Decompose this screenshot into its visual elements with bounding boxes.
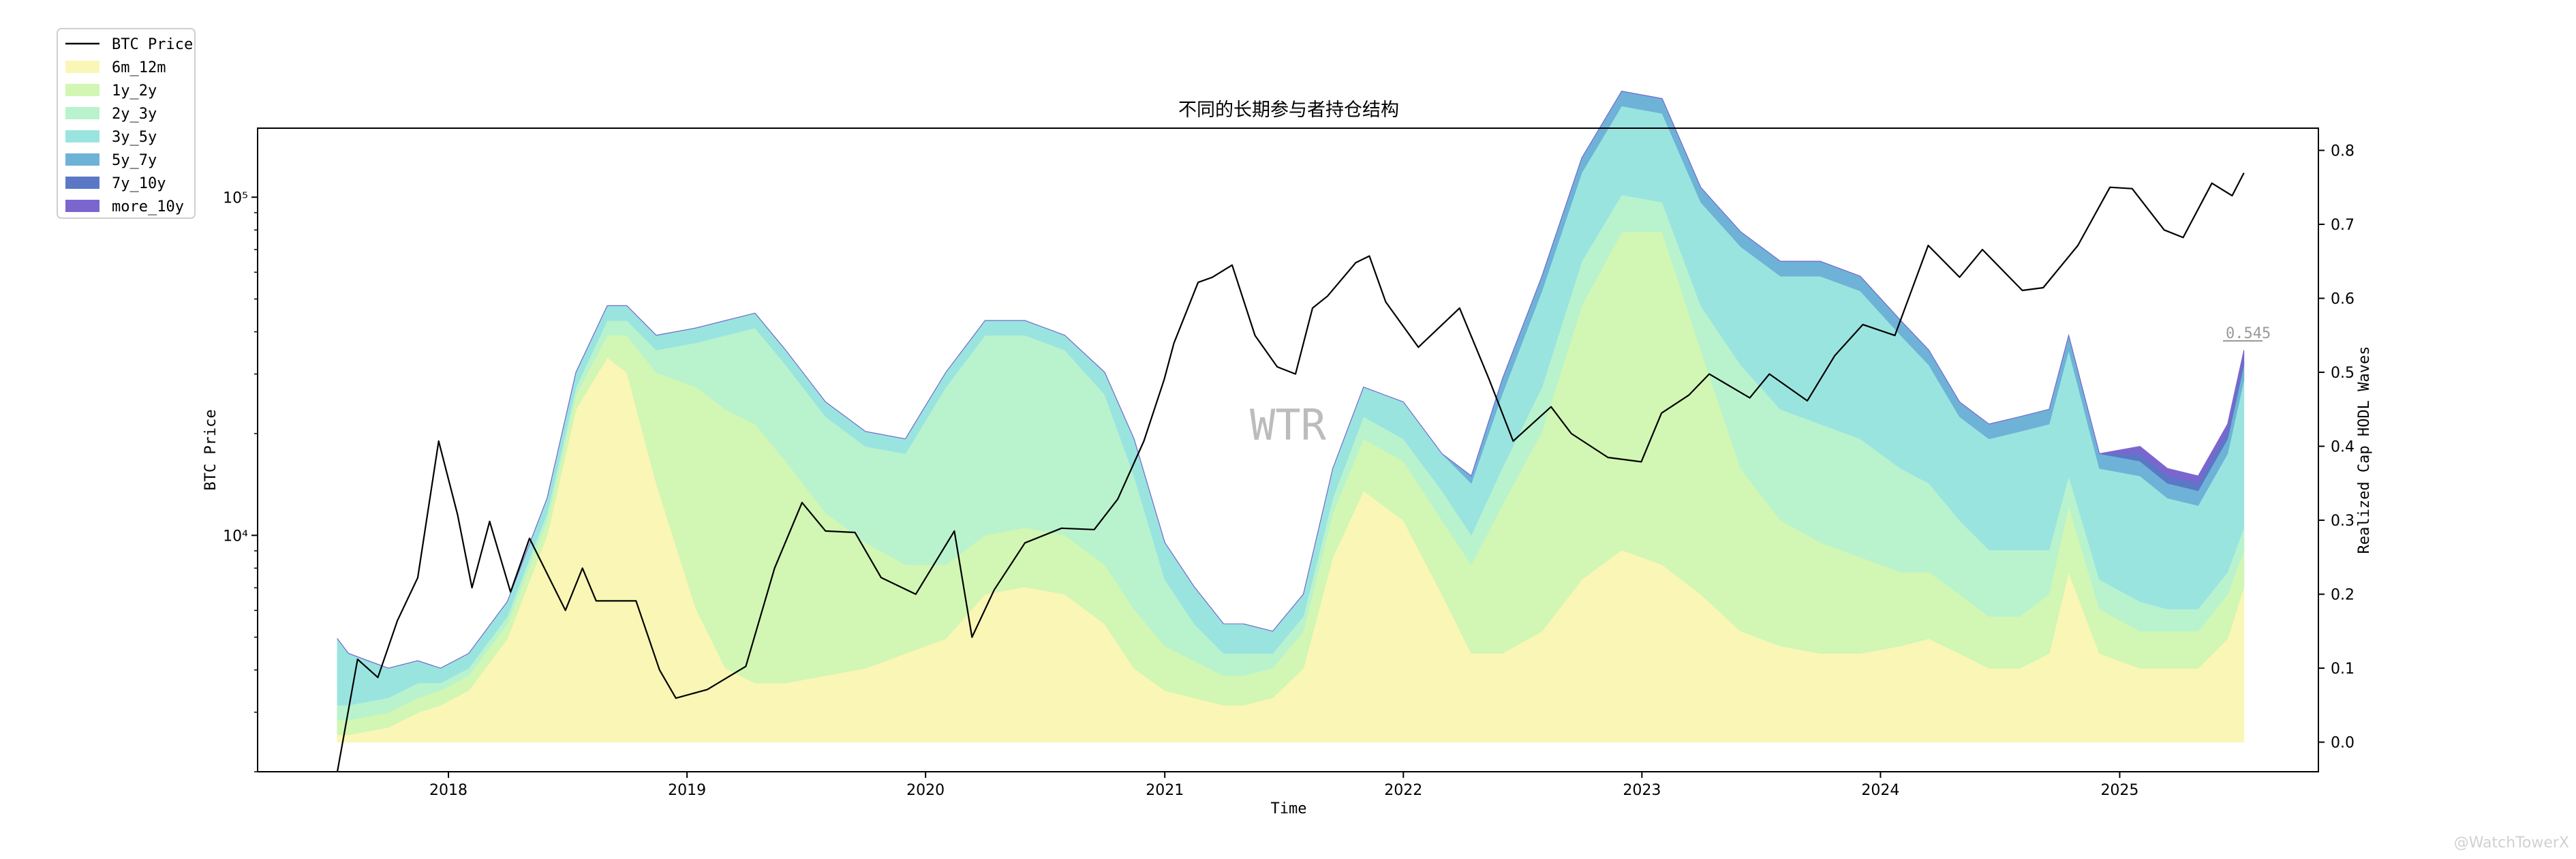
legend-label: 7y_10y: [112, 175, 166, 192]
legend-label: 2y_3y: [112, 106, 157, 123]
legend-swatch-5y-7y: [65, 153, 99, 166]
legend-label: 3y_5y: [112, 129, 157, 146]
footer-mark: @WatchTowerX: [2454, 834, 2569, 852]
legend-swatch-6m-12m: [65, 61, 99, 73]
chart-title: 不同的长期参与者持仓结构: [1178, 100, 1399, 121]
plot-frame: [257, 127, 2319, 772]
legend-swatch-7y-10y: [65, 177, 99, 189]
legend: BTC Price 6m_12m 1y_2y 2y_3y 3y_5y 5y_7y 7y_10…: [57, 28, 196, 219]
y-axis-right-label: Realized Cap HODL Waves: [2356, 346, 2373, 554]
x-tick-label: 2022: [1384, 782, 1422, 799]
legend-label: 5y_7y: [112, 152, 157, 169]
x-tick-label: 2021: [1146, 782, 1184, 799]
legend-swatch-1y-2y: [65, 84, 99, 96]
btc-price-layer: [336, 172, 2245, 772]
legend-swatch-more-10y: [65, 200, 99, 212]
x-axis-label: Time: [1271, 800, 1307, 817]
legend-label: BTC Price: [112, 36, 193, 53]
y-right-tick-label: 0.7: [2331, 217, 2355, 234]
y-axis-left-label: BTC Price: [202, 409, 219, 490]
legend-swatch-3y-5y: [65, 130, 99, 142]
watermark-text: WTR: [1250, 400, 1327, 450]
y-right-tick-label: 0.8: [2331, 143, 2355, 160]
legend-label: 1y_2y: [112, 82, 157, 100]
hodl-bands-layer: [337, 91, 2245, 743]
btc-price-line: [336, 172, 2245, 772]
y-right-tick-label: 0.2: [2331, 587, 2355, 604]
legend-label: more_10y: [112, 198, 184, 215]
x-tick-label: 2024: [1861, 782, 1899, 799]
x-tick-label: 2020: [906, 782, 945, 799]
y-right-tick-label: 0.4: [2331, 439, 2355, 456]
x-tick-label: 2023: [1623, 782, 1661, 799]
y-right-tick-label: 0.3: [2331, 513, 2355, 530]
y-right-tick-label: 0.1: [2331, 661, 2355, 678]
legend-swatch-2y-3y: [65, 107, 99, 119]
axes-layer: 2018 2019 2020 2021 2022 2023 2024 2025 10⁴ 10⁵ 0.…: [223, 127, 2355, 799]
x-tick-label: 2019: [668, 782, 706, 799]
y-right-tick-label: 0.6: [2331, 291, 2355, 308]
y-left-tick-label: 10⁵: [223, 190, 248, 207]
x-tick-label: 2025: [2100, 782, 2138, 799]
y-left-tick-label: 10⁴: [223, 528, 248, 545]
legend-label: 6m_12m: [112, 59, 166, 76]
end-value-annotation: 0.545: [2226, 325, 2271, 342]
legend-box: [57, 28, 196, 219]
y-right-tick-label: 0.5: [2331, 365, 2355, 382]
band-more-10y: [337, 91, 2245, 669]
y-right-tick-label: 0.0: [2331, 735, 2355, 752]
x-tick-label: 2018: [429, 782, 467, 799]
